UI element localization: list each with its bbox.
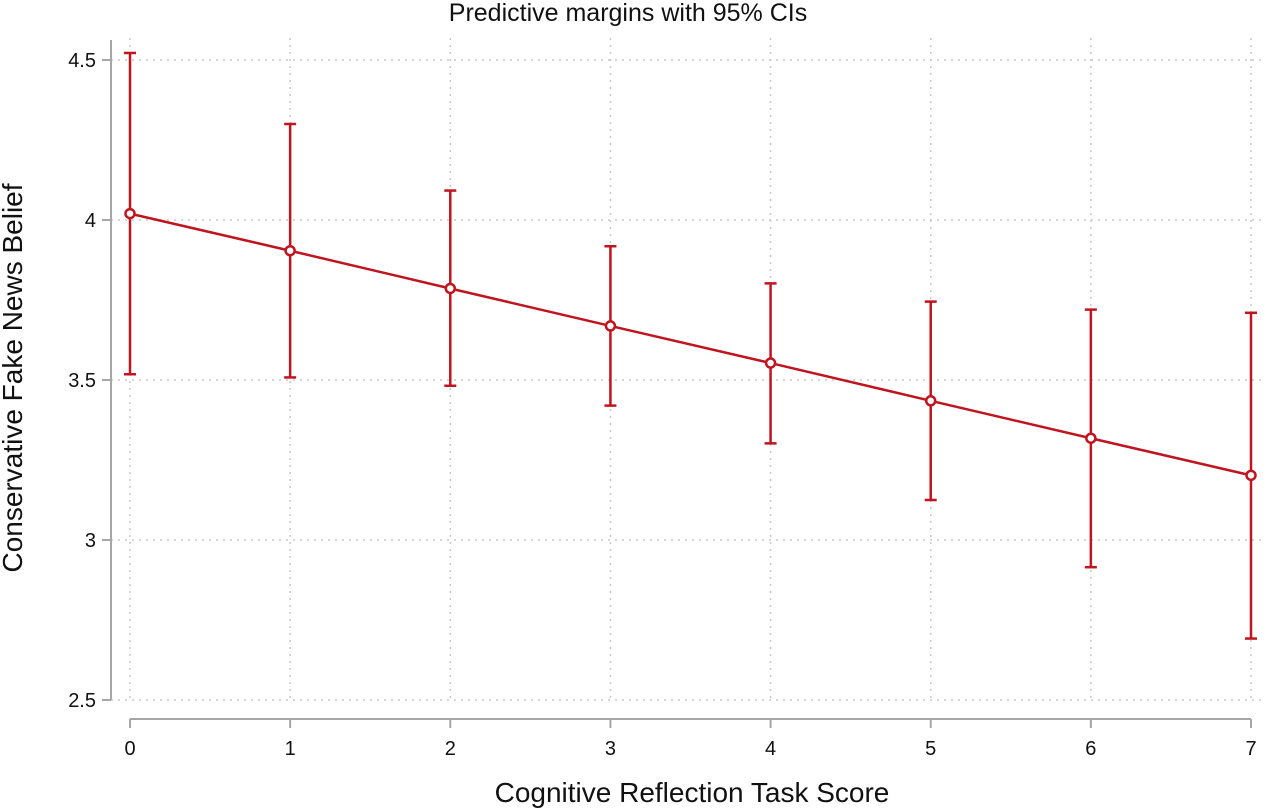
- y-axis-title: Conservative Fake News Belief: [0, 183, 28, 572]
- series-line: [129, 212, 1252, 477]
- x-tick-label: 6: [1085, 738, 1096, 760]
- data-point: [604, 320, 617, 332]
- data-point: [284, 244, 296, 257]
- data-point: [764, 357, 777, 369]
- data-points: [124, 207, 1257, 482]
- y-tick-label: 4: [85, 210, 96, 232]
- y-tick-label: 4.5: [68, 50, 96, 72]
- axes: [110, 40, 1251, 720]
- data-point: [924, 395, 937, 407]
- y-tick-label: 2.5: [68, 690, 96, 712]
- x-tick-label: 0: [124, 738, 135, 760]
- x-tick-label: 1: [285, 738, 296, 760]
- data-point: [1245, 469, 1257, 482]
- x-tick-label: 7: [1245, 738, 1256, 760]
- y-tick-label: 3: [85, 530, 96, 552]
- data-point: [1085, 432, 1097, 444]
- data-point: [124, 207, 136, 220]
- data-point: [444, 282, 457, 295]
- ticks: 2.5 3 3.5 4 4.5 0 1 2 3 4 5 6 7: [68, 50, 1256, 760]
- x-tick-label: 4: [765, 738, 776, 760]
- x-tick-label: 3: [605, 738, 616, 760]
- x-axis-title: Cognitive Reflection Task Score: [495, 777, 890, 808]
- x-tick-label: 2: [445, 738, 456, 760]
- y-tick-label: 3.5: [68, 370, 96, 392]
- x-tick-label: 5: [925, 738, 936, 760]
- chart-title: Predictive margins with 95% CIs: [449, 0, 807, 27]
